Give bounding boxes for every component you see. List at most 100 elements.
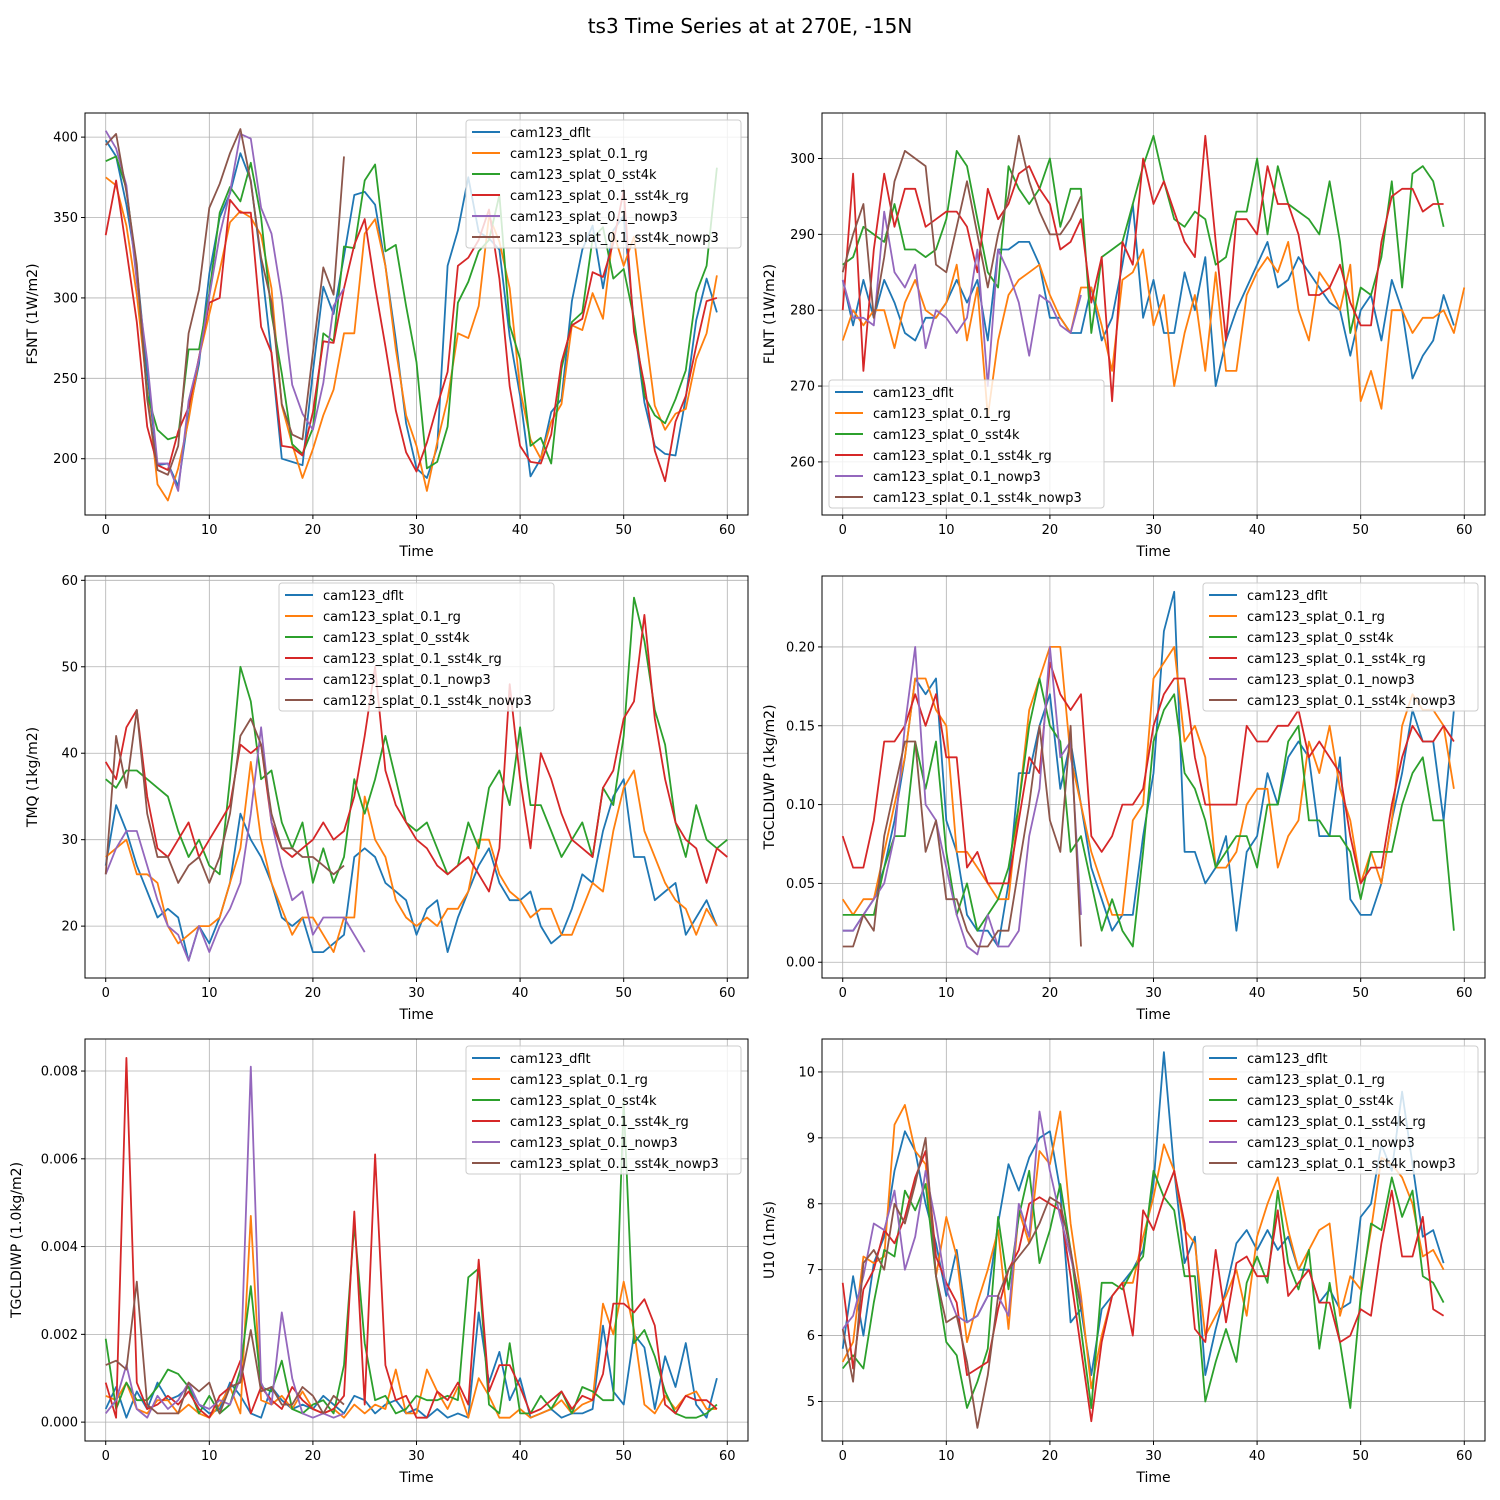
x-tick-label: 30 <box>1145 1449 1162 1464</box>
legend-label: cam123_dflt <box>873 386 954 401</box>
legend: cam123_dflt cam123_splat_0.1_rg cam123_spl… <box>465 119 742 249</box>
legend-label: cam123_splat_0.1_nowp3 <box>873 470 1041 485</box>
x-tick-label: 20 <box>1042 1449 1059 1464</box>
y-tick-label: 40 <box>61 747 78 762</box>
legend-label: cam123_splat_0.1_rg <box>873 407 1011 422</box>
x-tick-label: 20 <box>1042 986 1059 1001</box>
x-axis-label: Time <box>1135 1007 1170 1023</box>
series-line <box>841 1150 1445 1423</box>
y-tick-label: 0.004 <box>41 1240 78 1255</box>
x-tick-label: 40 <box>1249 523 1266 538</box>
legend-box <box>1202 1045 1479 1175</box>
legend-label: cam123_splat_0_sst4k <box>323 631 470 646</box>
x-axis-label: Time <box>398 1470 433 1486</box>
series-line <box>104 726 366 962</box>
series-line <box>105 128 345 476</box>
series-line <box>841 1137 1082 1429</box>
y-tick-label: 0.10 <box>786 798 815 813</box>
series-line <box>841 1110 1082 1330</box>
series-line <box>104 130 345 492</box>
y-tick-label: 350 <box>53 211 78 226</box>
legend-label: cam123_dflt <box>1247 589 1328 604</box>
series-line <box>105 761 718 953</box>
legend-label: cam123_splat_0.1_rg <box>510 1073 648 1088</box>
y-tick-label: 290 <box>790 228 815 243</box>
legend-label: cam123_splat_0.1_sst4k_nowp3 <box>1247 1157 1456 1172</box>
legend-label: cam123_dflt <box>1247 1052 1328 1067</box>
y-tick-label: 0.006 <box>41 1152 78 1167</box>
legend-label: cam123_splat_0.1_sst4k_nowp3 <box>1247 694 1456 709</box>
legend-label: cam123_dflt <box>510 1052 591 1067</box>
legend-label: cam123_splat_0_sst4k <box>1247 1094 1394 1109</box>
x-tick-label: 50 <box>1352 523 1369 538</box>
legend-label: cam123_splat_0.1_sst4k_rg <box>323 652 502 667</box>
legend-box <box>828 379 1105 509</box>
y-tick-label: 5 <box>807 1395 815 1410</box>
series-line <box>841 134 1082 319</box>
legend: cam123_dflt cam123_splat_0.1_rg cam123_spl… <box>1202 582 1479 712</box>
x-tick-label: 60 <box>719 1449 736 1464</box>
x-tick-label: 30 <box>408 986 425 1001</box>
legend-label: cam123_splat_0.1_nowp3 <box>323 673 491 688</box>
legend-box <box>278 582 555 712</box>
legend-label: cam123_splat_0.1_sst4k_nowp3 <box>510 1157 719 1172</box>
subplot-6: 0 10 20 30 40 50 60 5 6 7 8 9 10 Time U10 (1m/s) cam123… <box>762 1038 1486 1486</box>
x-tick-label: 40 <box>512 523 529 538</box>
y-axis-label: U10 (1m/s) <box>762 1201 778 1279</box>
x-tick-label: 50 <box>615 1449 632 1464</box>
y-axis-label: TGCLDLWP (1kg/m2) <box>762 704 778 850</box>
legend-label: cam123_splat_0.1_sst4k_nowp3 <box>510 231 719 246</box>
legend-label: cam123_splat_0.1_sst4k_rg <box>510 1115 689 1130</box>
x-tick-label: 30 <box>408 523 425 538</box>
y-tick-label: 60 <box>61 574 78 589</box>
legend-label: cam123_splat_0_sst4k <box>510 1094 657 1109</box>
series-line <box>841 1169 1445 1409</box>
x-tick-label: 10 <box>938 523 955 538</box>
series-line <box>841 646 1455 916</box>
subplot-2: 0 10 20 30 40 50 60 260 270 280 290 300 Time FLNT (1W… <box>762 112 1486 560</box>
x-tick-label: 20 <box>305 986 322 1001</box>
x-tick-label: 40 <box>1249 1449 1266 1464</box>
x-tick-label: 10 <box>201 986 218 1001</box>
series-line <box>105 596 728 884</box>
subplot-1: 0 10 20 30 40 50 60 200 250 300 350 400 Time FSNT (1W… <box>25 112 749 560</box>
y-tick-label: 400 <box>53 131 78 146</box>
x-tick-label: 50 <box>615 523 632 538</box>
series-line <box>841 210 1082 388</box>
x-tick-label: 60 <box>1456 523 1473 538</box>
y-tick-label: 0.05 <box>786 877 815 892</box>
series-line <box>104 1311 718 1419</box>
x-tick-label: 0 <box>102 523 110 538</box>
legend-label: cam123_splat_0_sst4k <box>873 428 1020 443</box>
x-tick-label: 30 <box>408 1449 425 1464</box>
series-line <box>104 614 728 893</box>
y-tick-label: 280 <box>790 304 815 319</box>
subplot-3: 0 10 20 30 40 50 60 20 30 40 50 60 Time TMQ (1kg/m2) c… <box>25 574 749 1023</box>
x-tick-label: 50 <box>1352 986 1369 1001</box>
y-tick-label: 50 <box>61 660 78 675</box>
legend-box <box>1202 582 1479 712</box>
y-tick-label: 200 <box>53 452 78 467</box>
y-tick-label: 300 <box>790 152 815 167</box>
x-tick-label: 60 <box>1456 1449 1473 1464</box>
y-tick-label: 20 <box>61 920 78 935</box>
series-line <box>841 1104 1445 1390</box>
legend-label: cam123_splat_0.1_sst4k_rg <box>1247 652 1426 667</box>
x-tick-label: 60 <box>719 523 736 538</box>
series-line <box>104 1065 345 1419</box>
x-axis-label: Time <box>1135 544 1170 560</box>
y-axis-label: FLNT (1W/m2) <box>762 264 778 364</box>
x-tick-label: 30 <box>1145 523 1162 538</box>
series-line <box>105 1215 717 1419</box>
legend-box <box>465 119 742 249</box>
series-line <box>842 646 1082 956</box>
legend: cam123_dflt cam123_splat_0.1_rg cam123_spl… <box>465 1045 742 1175</box>
legend-label: cam123_dflt <box>323 589 404 604</box>
y-tick-label: 8 <box>807 1197 815 1212</box>
series-line <box>104 1057 718 1419</box>
x-axis-label: Time <box>398 1007 433 1023</box>
legend: cam123_dflt cam123_splat_0.1_rg cam123_spl… <box>278 582 555 712</box>
x-tick-label: 50 <box>1352 1449 1369 1464</box>
x-tick-label: 50 <box>615 986 632 1001</box>
y-tick-label: 7 <box>807 1263 815 1278</box>
